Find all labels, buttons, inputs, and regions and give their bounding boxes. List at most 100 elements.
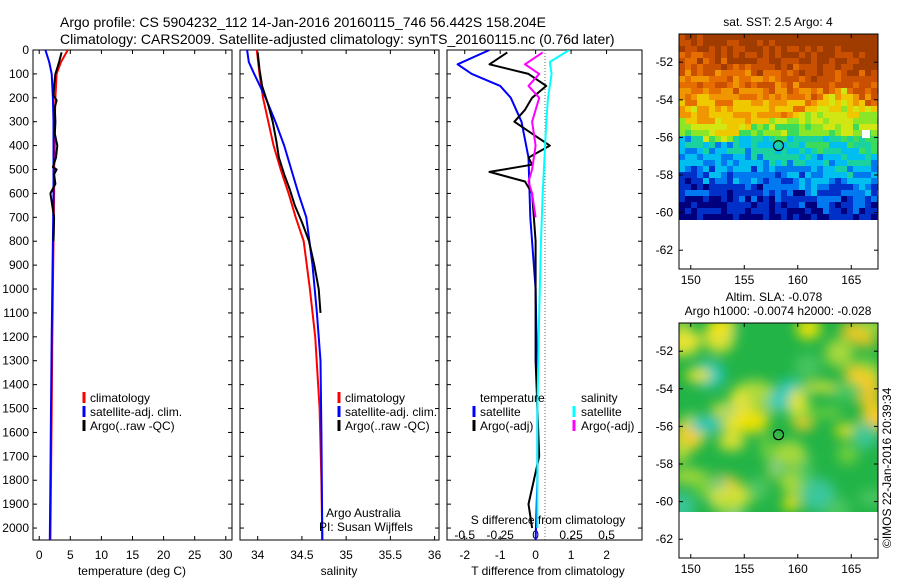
sst-cell	[835, 94, 841, 100]
sst-cell	[811, 112, 817, 118]
sst-cell	[739, 154, 745, 160]
sla-map-axes: 150 155 160 165 -52 -54 -56 -58 -60 -62	[656, 323, 878, 576]
sst-cell	[847, 178, 853, 184]
sst-cell	[811, 40, 817, 46]
sst-cell	[721, 118, 727, 124]
salinity-series	[246, 50, 324, 540]
sst-cell	[781, 196, 787, 202]
sst-cell	[721, 142, 727, 148]
sst-cell	[871, 208, 877, 214]
sst-cell	[871, 124, 877, 130]
sst-cell	[823, 202, 829, 208]
header-line2: Climatology: CARS2009. Satellite-adjuste…	[60, 31, 615, 47]
sst-cell	[829, 136, 835, 142]
sst-cell	[853, 106, 859, 112]
depth-tick-label: 1300	[2, 354, 29, 368]
sst-cell	[751, 100, 757, 106]
sst-cell	[787, 160, 793, 166]
sst-cell	[793, 196, 799, 202]
x-tick-label: -2	[459, 548, 470, 562]
sla-blob	[759, 434, 773, 461]
depth-tick-label: 700	[9, 210, 29, 224]
sst-cell	[691, 202, 697, 208]
sst-cell	[793, 94, 799, 100]
sst-cell	[721, 124, 727, 130]
sst-cell	[781, 88, 787, 94]
sst-cell	[739, 82, 745, 88]
depth-tick-label: 1100	[3, 306, 29, 320]
sst-cell	[697, 118, 703, 124]
sst-cell	[733, 130, 739, 136]
sst-cell	[709, 40, 715, 46]
sst-cell	[793, 46, 799, 52]
sst-cell	[715, 148, 721, 154]
sst-cell	[745, 196, 751, 202]
sst-cell	[763, 190, 769, 196]
sst-cell	[787, 172, 793, 178]
sst-cell	[715, 190, 721, 196]
sst-cell	[685, 70, 691, 76]
sst-cell	[853, 214, 859, 220]
sst-cell	[715, 40, 721, 46]
sst-cell	[829, 40, 835, 46]
sst-cell	[811, 94, 817, 100]
x-tick-label: 15	[126, 548, 140, 562]
sla-blob	[688, 415, 723, 434]
imos-credit: ©IMOS 22-Jan-2016 20:39:34	[880, 387, 894, 548]
sst-cell	[853, 52, 859, 58]
sst-cell	[745, 40, 751, 46]
sst-cell	[757, 160, 763, 166]
salinity-difference-x-axis: -0.5 -0.25 0 0.25 0.5	[454, 528, 615, 542]
sst-cell	[757, 166, 763, 172]
sst-cell	[727, 160, 733, 166]
sst-cell	[805, 82, 811, 88]
series-line-temperature-argo-adj	[488, 51, 551, 529]
header-line1: Argo profile: CS 5904232_112 14-Jan-2016…	[60, 14, 546, 30]
map-y-tick-label: -58	[656, 168, 674, 182]
sst-cell	[859, 70, 865, 76]
sst-cell	[727, 52, 733, 58]
sst-cell	[715, 64, 721, 70]
legend-label-climatology: climatology	[345, 391, 405, 405]
sst-cell	[793, 136, 799, 142]
sst-cell	[685, 196, 691, 202]
series-line-climatology	[255, 50, 324, 540]
sst-cell	[715, 178, 721, 184]
sst-cell	[745, 160, 751, 166]
sst-cell	[775, 46, 781, 52]
sst-cell	[799, 166, 805, 172]
sst-cell	[811, 136, 817, 142]
sst-cell	[835, 88, 841, 94]
sst-cell	[787, 142, 793, 148]
sst-cell	[847, 172, 853, 178]
sst-cell	[817, 196, 823, 202]
sst-cell	[829, 208, 835, 214]
map-x-tick-label: 150	[681, 562, 701, 576]
sst-cell	[691, 94, 697, 100]
sst-cell	[763, 58, 769, 64]
sst-cell	[769, 76, 775, 82]
sst-cell	[703, 148, 709, 154]
sst-cell	[823, 70, 829, 76]
sst-cell	[769, 184, 775, 190]
sst-cell	[739, 106, 745, 112]
sst-cell	[745, 124, 751, 130]
sst-cell	[709, 100, 715, 106]
sst-cell	[793, 58, 799, 64]
depth-tick-label: 1900	[2, 497, 29, 511]
sst-cell	[769, 202, 775, 208]
sst-cell	[697, 142, 703, 148]
sst-cell	[769, 148, 775, 154]
sst-cell	[733, 82, 739, 88]
sst-cell	[751, 184, 757, 190]
sst-cell	[691, 34, 697, 40]
sst-cell	[787, 70, 793, 76]
sst-cell	[847, 196, 853, 202]
sst-cell	[805, 142, 811, 148]
sst-cell	[805, 52, 811, 58]
sst-cell	[733, 184, 739, 190]
sst-cell	[721, 88, 727, 94]
x-tick-label: 36	[428, 548, 442, 562]
annotation-pi: PI: Susan Wijffels	[319, 520, 413, 534]
sst-cell	[793, 178, 799, 184]
